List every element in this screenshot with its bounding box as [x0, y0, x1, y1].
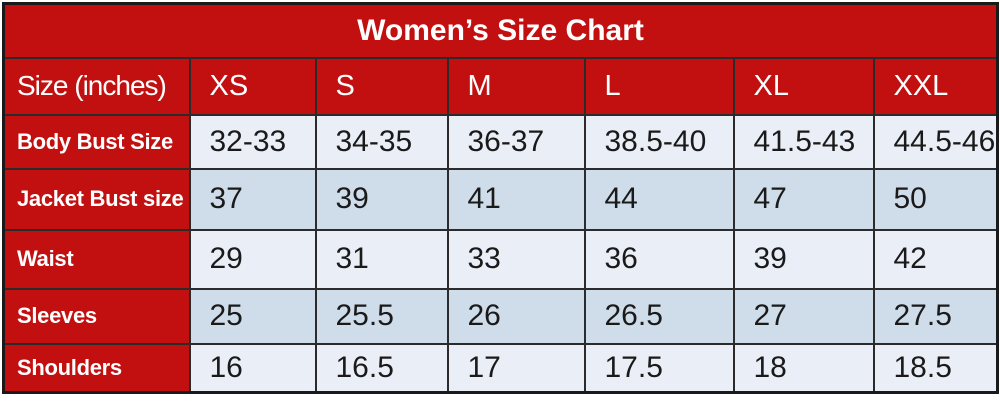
cell-body-bust-xl: 41.5-43	[732, 113, 875, 170]
cell-waist-m: 33	[446, 228, 586, 290]
cell-shoulders-l: 17.5	[583, 342, 735, 394]
cell-jacket-bust-m: 41	[446, 167, 586, 231]
cell-jacket-bust-xs: 37	[188, 167, 317, 231]
cell-waist-l: 36	[583, 228, 735, 290]
table-row-jacket-bust-size: Jacket Bust size 37 39 41 44 47 50	[2, 167, 999, 231]
table-row-sleeves: Sleeves 25 25.5 26 26.5 27 27.5	[2, 287, 999, 345]
row-label-body-bust-size: Body Bust Size	[2, 113, 191, 170]
row-label-sleeves: Sleeves	[2, 287, 191, 345]
cell-body-bust-xs: 32-33	[188, 113, 317, 170]
cell-sleeves-xl: 27	[732, 287, 875, 345]
chart-title: Women’s Size Chart	[2, 2, 999, 59]
cell-body-bust-s: 34-35	[314, 113, 449, 170]
cell-waist-s: 31	[314, 228, 449, 290]
column-header-size-inches: Size (inches)	[2, 56, 191, 116]
cell-shoulders-s: 16.5	[314, 342, 449, 394]
cell-body-bust-xxl: 44.5-46	[872, 113, 999, 170]
column-header-xl: XL	[732, 56, 875, 116]
cell-sleeves-m: 26	[446, 287, 586, 345]
table-row-body-bust-size: Body Bust Size 32-33 34-35 36-37 38.5-40…	[2, 113, 999, 170]
table-row-shoulders: Shoulders 16 16.5 17 17.5 18 18.5	[2, 342, 999, 394]
cell-jacket-bust-s: 39	[314, 167, 449, 231]
title-row: Women’s Size Chart	[2, 2, 999, 59]
cell-waist-xxl: 42	[872, 228, 999, 290]
womens-size-chart-table: Women’s Size Chart Size (inches) XS S M …	[2, 2, 1000, 394]
column-header-s: S	[314, 56, 449, 116]
column-header-xs: XS	[188, 56, 317, 116]
column-header-xxl: XXL	[872, 56, 999, 116]
column-header-l: L	[583, 56, 735, 116]
row-label-shoulders: Shoulders	[2, 342, 191, 394]
cell-sleeves-l: 26.5	[583, 287, 735, 345]
cell-shoulders-xs: 16	[188, 342, 317, 394]
table-row-waist: Waist 29 31 33 36 39 42	[2, 228, 999, 290]
cell-jacket-bust-l: 44	[583, 167, 735, 231]
cell-sleeves-xs: 25	[188, 287, 317, 345]
cell-sleeves-s: 25.5	[314, 287, 449, 345]
cell-jacket-bust-xxl: 50	[872, 167, 999, 231]
cell-body-bust-l: 38.5-40	[583, 113, 735, 170]
cell-body-bust-m: 36-37	[446, 113, 586, 170]
cell-waist-xs: 29	[188, 228, 317, 290]
row-label-jacket-bust-size: Jacket Bust size	[2, 167, 191, 231]
cell-waist-xl: 39	[732, 228, 875, 290]
cell-shoulders-m: 17	[446, 342, 586, 394]
column-header-m: M	[446, 56, 586, 116]
row-label-waist: Waist	[2, 228, 191, 290]
cell-jacket-bust-xl: 47	[732, 167, 875, 231]
header-row: Size (inches) XS S M L XL XXL	[2, 56, 999, 116]
cell-shoulders-xl: 18	[732, 342, 875, 394]
cell-shoulders-xxl: 18.5	[872, 342, 999, 394]
cell-sleeves-xxl: 27.5	[872, 287, 999, 345]
